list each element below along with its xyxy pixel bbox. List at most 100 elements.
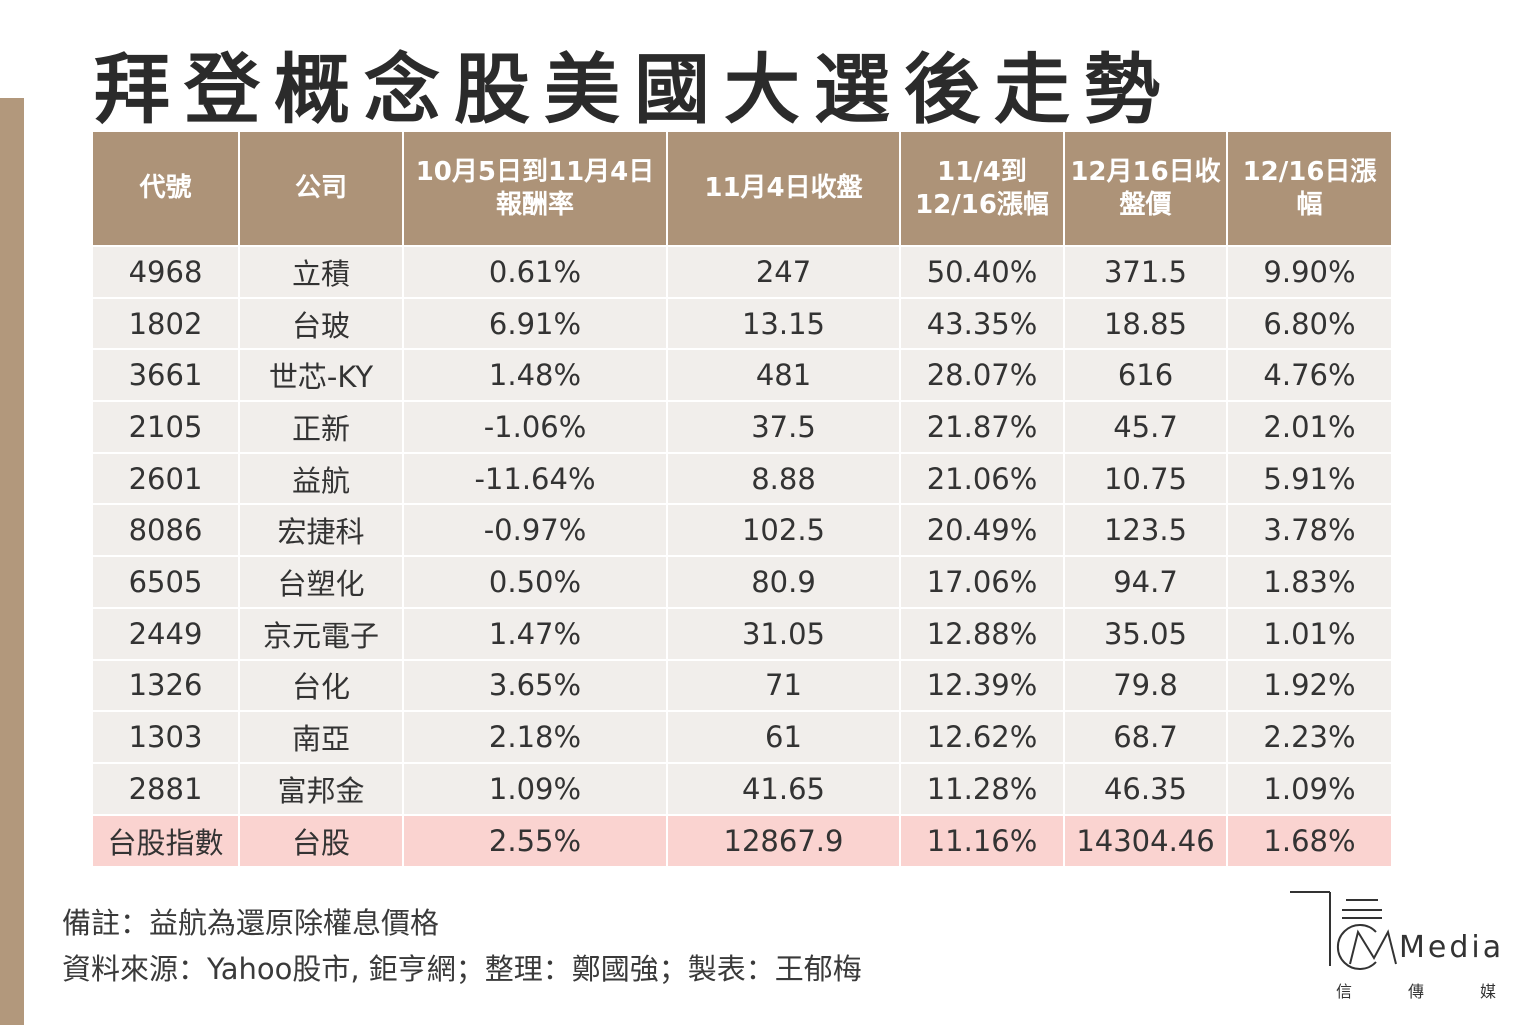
column-header-line: 11/4到 [937, 156, 1027, 187]
table-cell: 102.5 [667, 503, 901, 557]
column-header: 公司 [239, 132, 404, 246]
table-cell: 1.47% [403, 606, 668, 660]
table-cell: 94.7 [1064, 555, 1228, 608]
table-cell: 21.06% [900, 451, 1065, 505]
table-cell: 2.01% [1227, 400, 1391, 453]
stock-table: 代號 公司 10月5日到11月4日 報酬率 11月4日收盤 11/4到 12/16漲幅 12月… [93, 132, 1391, 867]
table-cell: 2.18% [403, 710, 668, 763]
table-row: 1303 南亞 2.18% 61 12.62% 68.7 2.23% [93, 710, 1391, 763]
table-cell: 68.7 [1064, 710, 1228, 763]
column-header: 代號 [93, 132, 240, 246]
table-cell: 2105 [93, 400, 240, 453]
table-cell: 3.65% [403, 658, 668, 712]
table-row: 1802 台玻 6.91% 13.15 43.35% 18.85 6.80% [93, 296, 1391, 350]
column-header-line: 10月5日到11月4日 [415, 156, 655, 187]
table-cell: 台塑化 [239, 555, 404, 608]
column-header-line: 11月4日收盤 [704, 173, 863, 203]
table-cell: 台股 [239, 813, 404, 867]
table-cell: 台股指數 [93, 813, 240, 867]
note-source: 資料來源：Yahoo股市, 鉅亨網；整理：鄭國強；製表：王郁梅 [62, 952, 862, 986]
table-cell: 21.87% [900, 400, 1065, 453]
table-cell: 11.16% [900, 813, 1065, 867]
page-title: 拜登概念股美國大選後走勢 [94, 45, 1174, 134]
table-cell: 2449 [93, 606, 240, 660]
table-row: 4968 立積 0.61% 247 50.40% 371.5 9.90% [93, 245, 1391, 298]
table-cell: 13.15 [667, 296, 901, 350]
table-cell: 28.07% [900, 348, 1065, 402]
column-header: 12/16日漲幅 [1227, 132, 1391, 246]
table-cell: 6505 [93, 555, 240, 608]
table-cell: 43.35% [900, 296, 1065, 350]
table-cell: 益航 [239, 451, 404, 505]
column-header: 10月5日到11月4日 報酬率 [403, 132, 668, 246]
table-cell: -0.97% [403, 503, 668, 557]
table-cell: 8086 [93, 503, 240, 557]
table-cell: 1326 [93, 658, 240, 712]
table-cell: -1.06% [403, 400, 668, 453]
table-row: 8086 宏捷科 -0.97% 102.5 20.49% 123.5 3.78% [93, 503, 1391, 557]
table-cell: 247 [667, 245, 901, 298]
logo-wordmark: Media [1399, 930, 1505, 965]
table-cell: 0.50% [403, 555, 668, 608]
column-header-line: 12/16漲幅 [915, 189, 1049, 220]
logo-char: 傳 [1407, 982, 1424, 1001]
table-cell: -11.64% [403, 451, 668, 505]
table-cell: 12.39% [900, 658, 1065, 712]
table-cell: 富邦金 [239, 761, 404, 815]
table-cell: 1303 [93, 710, 240, 763]
table-cell: 南亞 [239, 710, 404, 763]
table-row: 2449 京元電子 1.47% 31.05 12.88% 35.05 1.01% [93, 606, 1391, 660]
table-cell: 31.05 [667, 606, 901, 660]
table-cell: 10.75 [1064, 451, 1228, 505]
table-cell: 481 [667, 348, 901, 402]
table-cell: 1.09% [1227, 761, 1391, 815]
table-cell: 立積 [239, 245, 404, 298]
table-cell: 11.28% [900, 761, 1065, 815]
column-header: 11/4到 12/16漲幅 [900, 132, 1065, 246]
table-cell: 世芯-KY [239, 348, 404, 402]
index-row: 台股指數 台股 2.55% 12867.9 11.16% 14304.46 1.68% [93, 813, 1391, 867]
table-cell: 2.23% [1227, 710, 1391, 763]
table-cell: 4968 [93, 245, 240, 298]
note-remark: 備註：益航為還原除權息價格 [62, 906, 440, 940]
column-header-line: 公司 [294, 173, 347, 203]
table-cell: 0.61% [403, 245, 668, 298]
table-cell: 2881 [93, 761, 240, 815]
table-cell: 14304.46 [1064, 813, 1228, 867]
table-row: 1326 台化 3.65% 71 12.39% 79.8 1.92% [93, 658, 1391, 712]
table-cell: 71 [667, 658, 901, 712]
table-cell: 41.65 [667, 761, 901, 815]
table-header-row: 代號 公司 10月5日到11月4日 報酬率 11月4日收盤 11/4到 12/16漲幅 12月… [93, 132, 1391, 246]
column-header-line: 代號 [139, 173, 192, 203]
table-cell: 9.90% [1227, 245, 1391, 298]
table-cell: 123.5 [1064, 503, 1228, 557]
table-cell: 1802 [93, 296, 240, 350]
table-cell: 台化 [239, 658, 404, 712]
table-cell: 6.91% [403, 296, 668, 350]
table-cell: 2.55% [403, 813, 668, 867]
table-row: 2881 富邦金 1.09% 41.65 11.28% 46.35 1.09% [93, 761, 1391, 815]
logo-char: 媒 [1479, 982, 1496, 1001]
table-cell: 1.09% [403, 761, 668, 815]
table-cell: 1.68% [1227, 813, 1391, 867]
table-cell: 台玻 [239, 296, 404, 350]
logo-chinese: 信 傳 媒 [1336, 978, 1496, 1002]
table-cell: 79.8 [1064, 658, 1228, 712]
table-cell: 8.88 [667, 451, 901, 505]
table-row: 2105 正新 -1.06% 37.5 21.87% 45.7 2.01% [93, 400, 1391, 453]
column-header-line: 盤價 [1119, 189, 1172, 220]
logo-char: 信 [1336, 982, 1353, 1001]
column-header-line: 12月16日收 [1070, 156, 1221, 187]
column-header-line: 幅 [1296, 189, 1323, 220]
table-row: 3661 世芯-KY 1.48% 481 28.07% 616 4.76% [93, 348, 1391, 402]
table-cell: 3.78% [1227, 503, 1391, 557]
table-cell: 61 [667, 710, 901, 763]
column-header: 11月4日收盤 [667, 132, 901, 246]
media-logo [1290, 891, 1397, 970]
table-cell: 1.92% [1227, 658, 1391, 712]
table-cell: 宏捷科 [239, 503, 404, 557]
table-cell: 371.5 [1064, 245, 1228, 298]
column-header-line: 12/16日漲 [1242, 156, 1377, 187]
table-cell: 616 [1064, 348, 1228, 402]
table-row: 2601 益航 -11.64% 8.88 21.06% 10.75 5.91% [93, 451, 1391, 505]
